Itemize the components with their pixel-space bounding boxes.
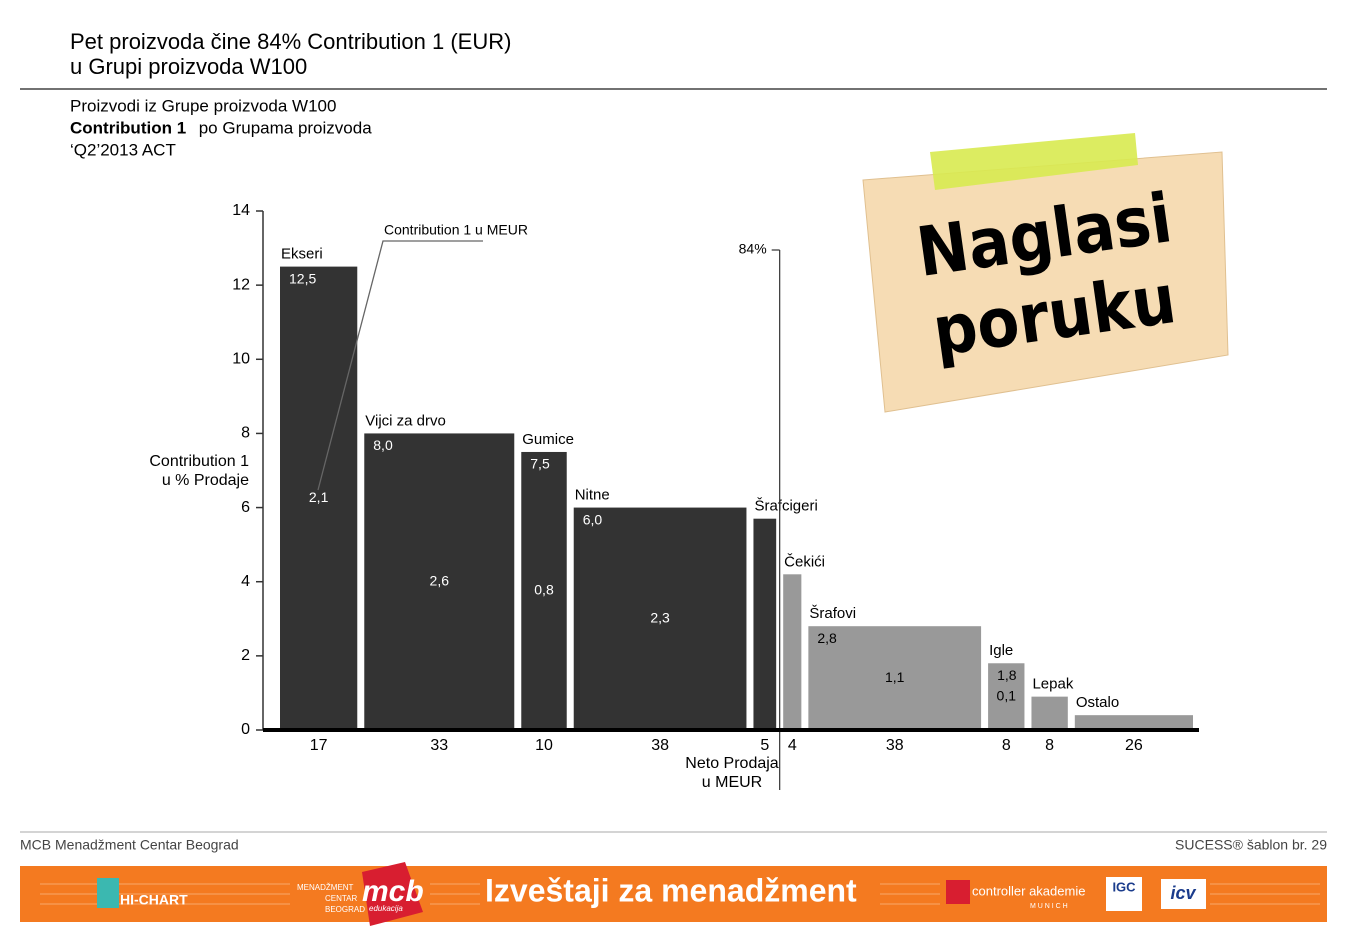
logo-small: M U N I C H xyxy=(1030,903,1068,910)
contribution-label: 0,8 xyxy=(534,582,554,598)
value-label: 1,8 xyxy=(997,667,1017,683)
bar xyxy=(783,574,802,730)
footer-right: SUCESS® šablon br. 29 xyxy=(1175,837,1327,853)
bar xyxy=(753,518,777,730)
x-axis-label: Neto Prodaja xyxy=(685,755,778,772)
bar xyxy=(521,451,567,730)
contribution-label: 0,1 xyxy=(997,687,1017,703)
y-axis-label: Contribution 1 xyxy=(149,453,249,470)
width-label: 5 xyxy=(760,737,769,754)
contribution-label: 2,6 xyxy=(430,572,450,588)
note-tape xyxy=(930,133,1138,190)
y-tick-label: 8 xyxy=(241,425,250,442)
width-label: 8 xyxy=(1002,737,1011,754)
logo: icv xyxy=(1170,883,1196,903)
category-label: Ekseri xyxy=(281,246,323,263)
width-label: 38 xyxy=(886,737,904,754)
chart: 0 2 4 6 8 10 12 14 Contribution 1 u % Prodaje Ekse… xyxy=(149,202,1199,791)
logo: HI-CHART xyxy=(120,892,188,908)
logo-small: MENADŽMENT xyxy=(297,883,354,892)
y-axis-label: u % Prodaje xyxy=(162,472,249,489)
category-label: Šrafovi xyxy=(809,605,856,622)
y-tick-label: 12 xyxy=(232,276,250,293)
bar xyxy=(280,266,358,730)
value-label: 12,5 xyxy=(289,270,316,286)
y-tick-label: 0 xyxy=(241,721,250,738)
logo: controller akademie xyxy=(972,883,1085,898)
width-label: 4 xyxy=(788,737,797,754)
contribution-label: 2,3 xyxy=(650,609,670,625)
y-tick-label: 10 xyxy=(232,351,250,368)
y-tick-label: 14 xyxy=(232,202,250,219)
category-label: Čekići xyxy=(784,553,825,570)
category-label: Šrafcigeri xyxy=(754,498,817,515)
logo: mcb xyxy=(362,875,424,908)
category-label: Ostalo xyxy=(1076,694,1119,711)
logo-small: CENTAR xyxy=(325,894,358,903)
bar xyxy=(1031,696,1068,730)
logo-shape xyxy=(362,862,423,926)
bar xyxy=(573,507,747,730)
subtitle: Proizvodi iz Grupe proizvoda W100 xyxy=(70,96,336,115)
title: Pet proizvoda čine 84% Contribution 1 (E… xyxy=(70,29,511,54)
subtitle: po Grupama proizvoda xyxy=(194,118,372,137)
subtitle-bold: Contribution 1 xyxy=(70,118,186,137)
x-axis-label: u MEUR xyxy=(702,774,762,791)
banner-stripes xyxy=(40,883,1320,905)
category-label: Lepak xyxy=(1032,676,1073,693)
footer-left: MCB Menadžment Centar Beograd xyxy=(20,837,239,853)
width-label: 8 xyxy=(1045,737,1054,754)
logo-box xyxy=(1106,877,1142,911)
bar xyxy=(988,663,1025,730)
banner-title: Izveštaji za menadžment xyxy=(485,872,857,908)
bar xyxy=(808,626,982,730)
contribution-label: 1,1 xyxy=(885,669,905,685)
logo-small: BEOGRAD xyxy=(325,905,365,914)
category-label: Nitne xyxy=(575,487,610,504)
y-tick-label: 4 xyxy=(241,573,250,590)
y-tick-label: 2 xyxy=(241,647,250,664)
bar xyxy=(1074,715,1193,730)
title: u Grupi proizvoda W100 xyxy=(70,54,307,79)
share-annotation: 84% xyxy=(739,241,767,257)
logo: IGC xyxy=(1112,879,1136,894)
logo-box xyxy=(1161,879,1206,909)
contribution-annotation: Contribution 1 u MEUR xyxy=(384,222,528,238)
width-label: 26 xyxy=(1125,737,1143,754)
annotation-leader xyxy=(317,240,483,491)
width-label: 17 xyxy=(310,737,328,754)
width-label: 10 xyxy=(535,737,553,754)
contribution-label: 2,1 xyxy=(309,489,329,505)
y-tick-label: 6 xyxy=(241,499,250,516)
banner: HI-CHART MENADŽMENT CENTAR BEOGRAD mcb e… xyxy=(20,862,1327,926)
logo-small: edukacija xyxy=(369,904,403,913)
logo-icon xyxy=(97,878,119,908)
category-label: Gumice xyxy=(522,431,574,448)
value-label: 2,8 xyxy=(817,630,837,646)
logo-icon xyxy=(946,880,970,904)
category-label: Vijci za drvo xyxy=(365,412,446,429)
subtitle: ‘Q2’2013 ACT xyxy=(70,140,176,159)
value-label: 7,5 xyxy=(530,456,550,472)
sticky-note: Naglasi poruku xyxy=(862,133,1229,413)
width-label: 38 xyxy=(651,737,669,754)
value-label: 6,0 xyxy=(583,511,603,527)
value-label: 8,0 xyxy=(373,437,393,453)
bar xyxy=(364,433,515,730)
category-label: Igle xyxy=(989,642,1013,659)
width-label: 33 xyxy=(430,737,448,754)
